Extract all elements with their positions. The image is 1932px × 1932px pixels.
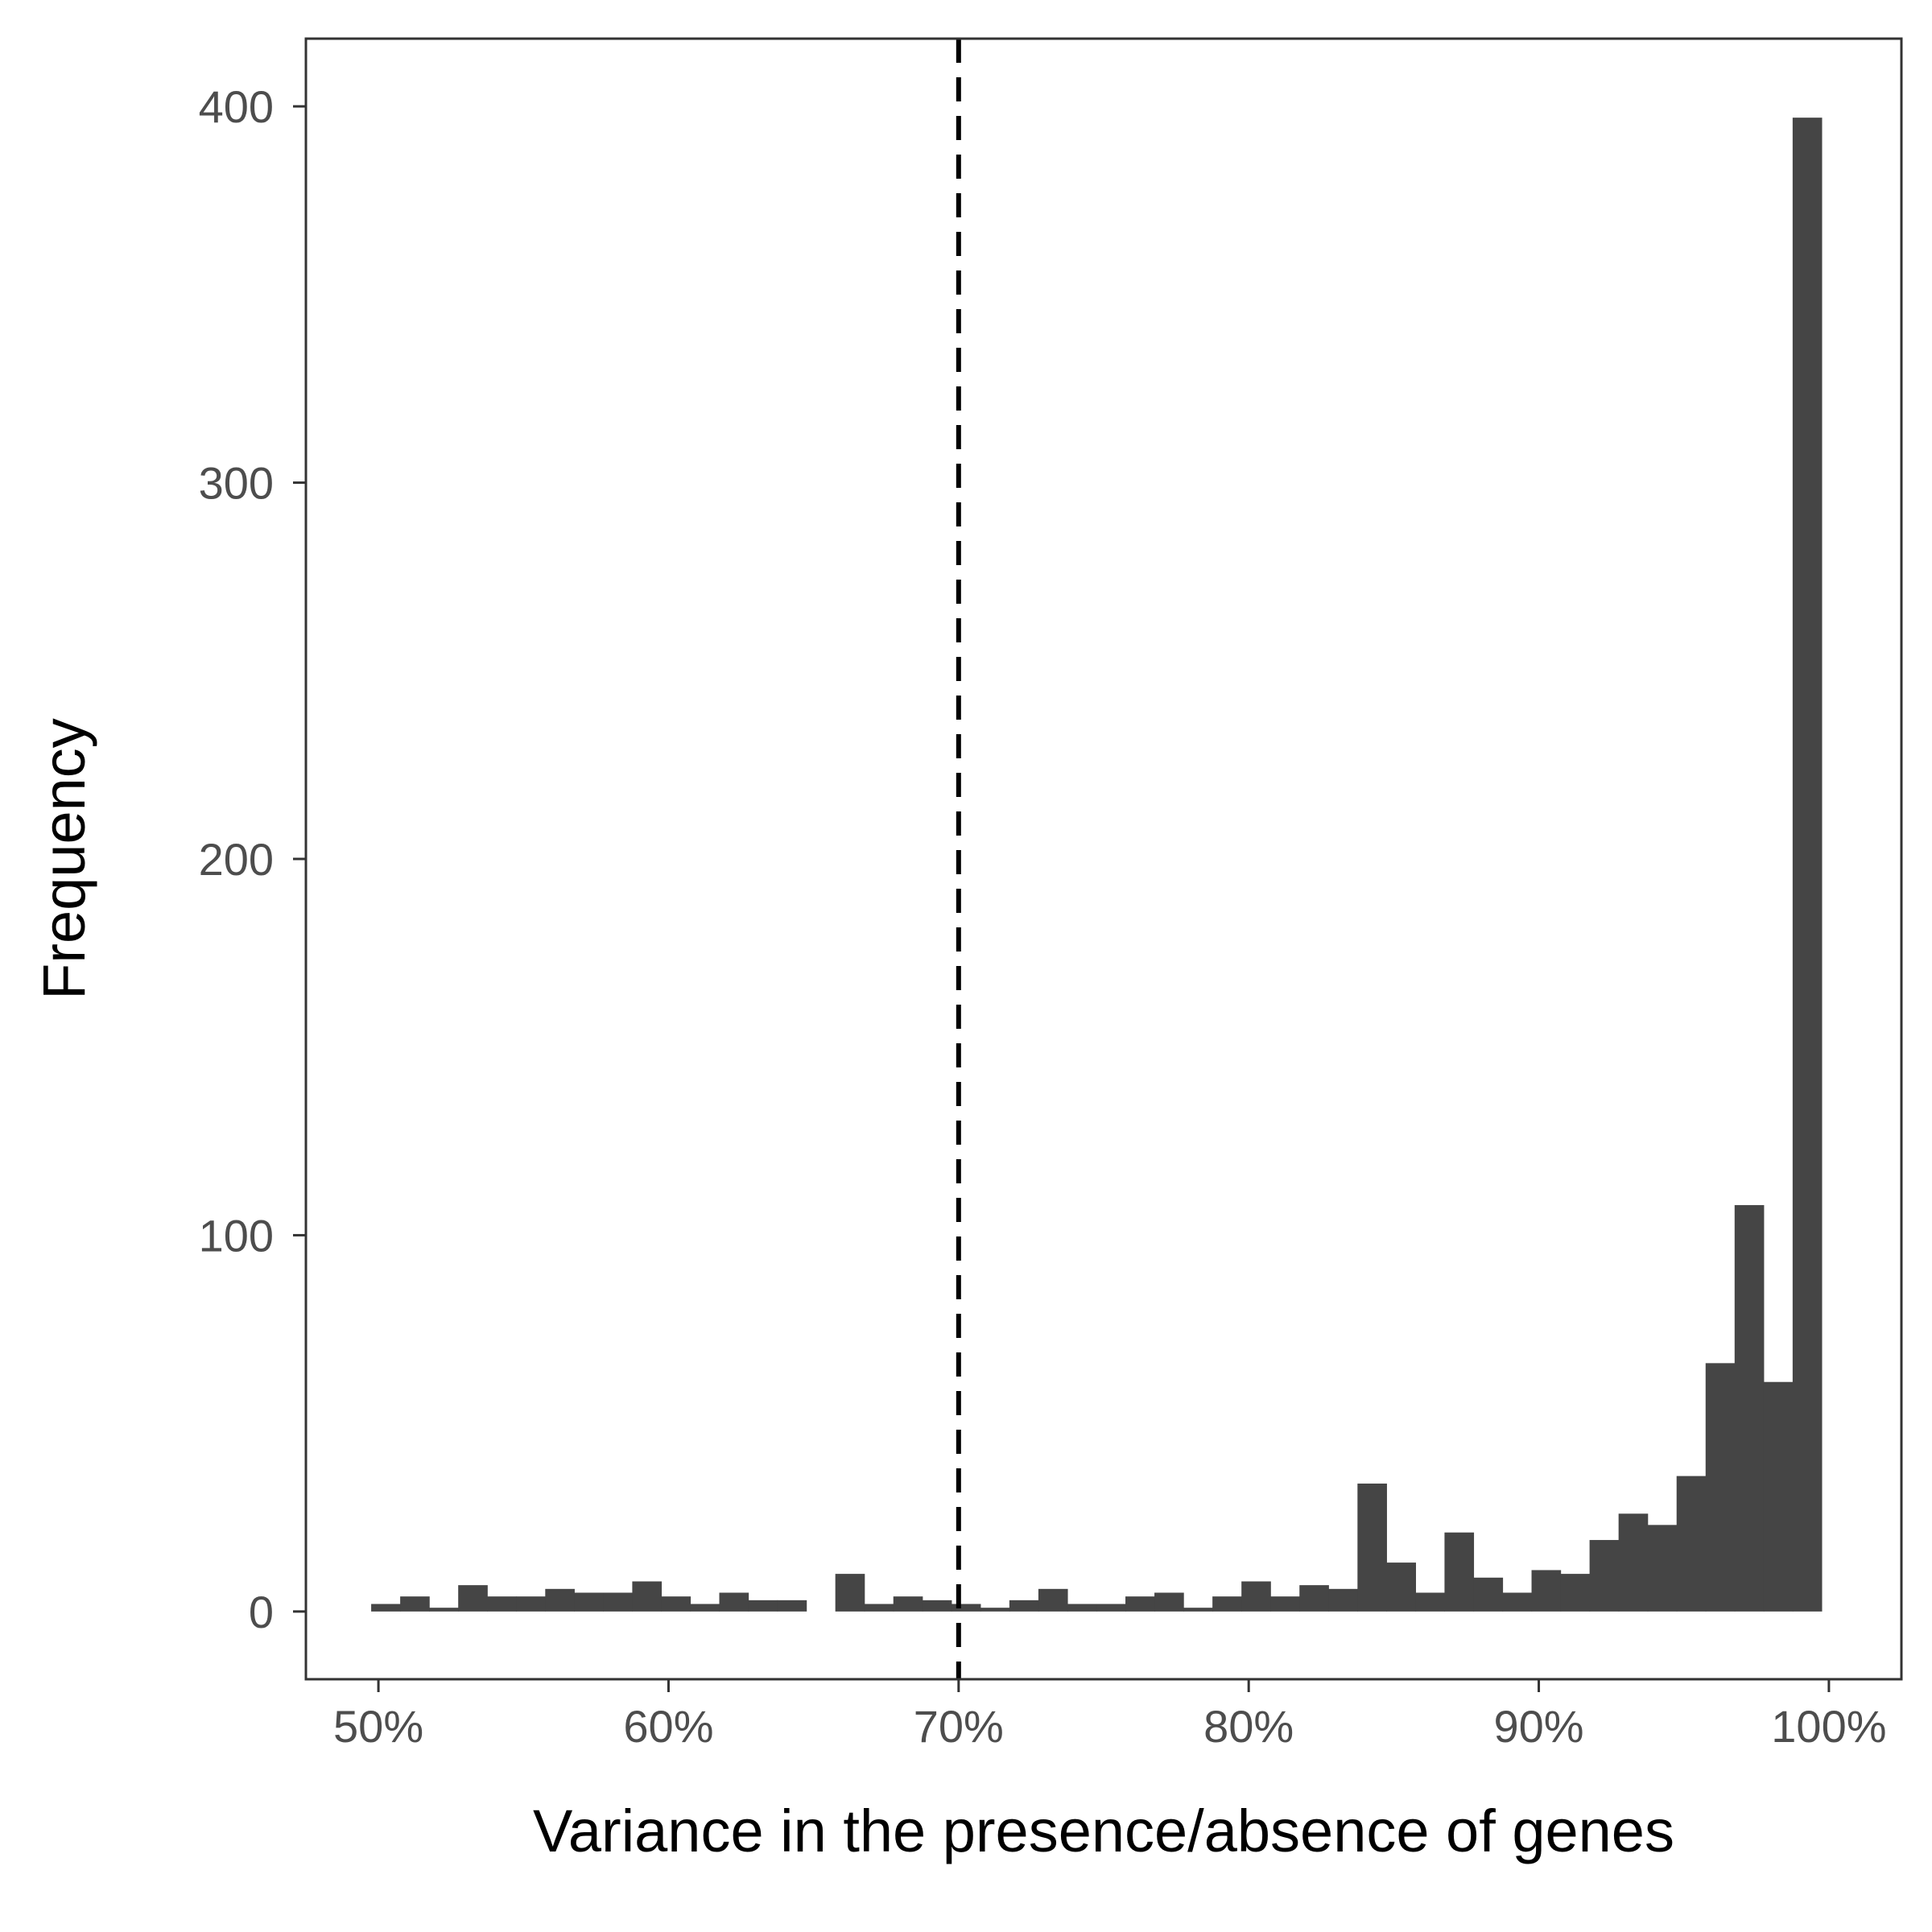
histogram-bar bbox=[1386, 1563, 1416, 1612]
histogram-bar bbox=[951, 1604, 981, 1612]
histogram-bar bbox=[690, 1604, 720, 1612]
histogram-bar bbox=[1792, 118, 1823, 1612]
histogram-bar bbox=[980, 1608, 1010, 1612]
histogram-bar bbox=[748, 1600, 778, 1612]
histogram-bar bbox=[371, 1604, 401, 1612]
histogram-bar bbox=[1531, 1570, 1562, 1612]
x-tick-label: 70% bbox=[914, 1701, 1004, 1752]
histogram-bar bbox=[1560, 1574, 1591, 1612]
histogram-bar bbox=[429, 1608, 459, 1612]
histogram-bar bbox=[1067, 1604, 1097, 1612]
x-tick-label: 100% bbox=[1771, 1701, 1886, 1752]
histogram-bar bbox=[516, 1596, 546, 1612]
x-tick-label: 50% bbox=[333, 1701, 423, 1752]
histogram-bar bbox=[1502, 1592, 1533, 1612]
histogram-bar bbox=[1444, 1532, 1475, 1612]
x-axis: 50% 60% 70% 80% 90% 100% bbox=[333, 1679, 1887, 1752]
y-tick-label: 400 bbox=[199, 81, 274, 132]
histogram-bar bbox=[1415, 1592, 1446, 1612]
histogram-bar bbox=[1357, 1483, 1387, 1612]
histogram-bar bbox=[1154, 1592, 1184, 1612]
histogram-bar bbox=[1763, 1381, 1794, 1612]
histogram-bar bbox=[893, 1596, 923, 1612]
histogram-bar bbox=[545, 1588, 575, 1612]
histogram-bar bbox=[400, 1596, 430, 1612]
histogram-bar bbox=[1038, 1588, 1068, 1612]
histogram-bar bbox=[1270, 1596, 1300, 1612]
histogram-bar bbox=[1299, 1585, 1329, 1612]
y-tick-label: 200 bbox=[199, 834, 274, 885]
histogram-bar bbox=[1241, 1581, 1271, 1612]
y-tick-label: 300 bbox=[199, 458, 274, 509]
histogram-bar bbox=[835, 1574, 865, 1612]
y-tick-label: 100 bbox=[199, 1210, 274, 1261]
histogram-bar bbox=[661, 1596, 691, 1612]
y-tick-label: 0 bbox=[249, 1587, 274, 1637]
x-tick-label: 90% bbox=[1493, 1701, 1583, 1752]
histogram-bar bbox=[1705, 1363, 1736, 1612]
histogram-bar bbox=[719, 1592, 749, 1612]
histogram-bar bbox=[487, 1596, 517, 1612]
histogram-bar bbox=[922, 1600, 952, 1612]
y-axis-title: Frequency bbox=[31, 718, 97, 1000]
histogram-bar bbox=[632, 1581, 663, 1612]
x-tick-label: 60% bbox=[623, 1701, 713, 1752]
y-axis: 0 100 200 300 400 bbox=[199, 81, 306, 1637]
histogram-bars bbox=[371, 118, 1823, 1612]
histogram-bar bbox=[1328, 1588, 1358, 1612]
histogram-bar bbox=[1096, 1604, 1126, 1612]
histogram-bar bbox=[1647, 1525, 1678, 1612]
x-axis-title: Variance in the presence/absence of gene… bbox=[533, 1798, 1674, 1864]
histogram-bar bbox=[1618, 1513, 1649, 1612]
histogram-bar bbox=[1212, 1596, 1242, 1612]
histogram-bar bbox=[1676, 1476, 1707, 1612]
histogram-bar bbox=[1473, 1577, 1504, 1612]
histogram-bar bbox=[1009, 1600, 1039, 1612]
histogram-bar bbox=[777, 1600, 807, 1612]
histogram-bar bbox=[1183, 1608, 1213, 1612]
histogram-bar bbox=[1125, 1596, 1155, 1612]
histogram-bar bbox=[603, 1592, 634, 1612]
histogram-bar bbox=[1734, 1205, 1765, 1612]
histogram-bar bbox=[458, 1585, 488, 1612]
x-tick-label: 80% bbox=[1203, 1701, 1294, 1752]
histogram-bar bbox=[1589, 1540, 1620, 1612]
histogram-bar bbox=[574, 1592, 604, 1612]
plot-panel-border bbox=[304, 37, 1903, 1681]
histogram-bar bbox=[864, 1604, 894, 1612]
